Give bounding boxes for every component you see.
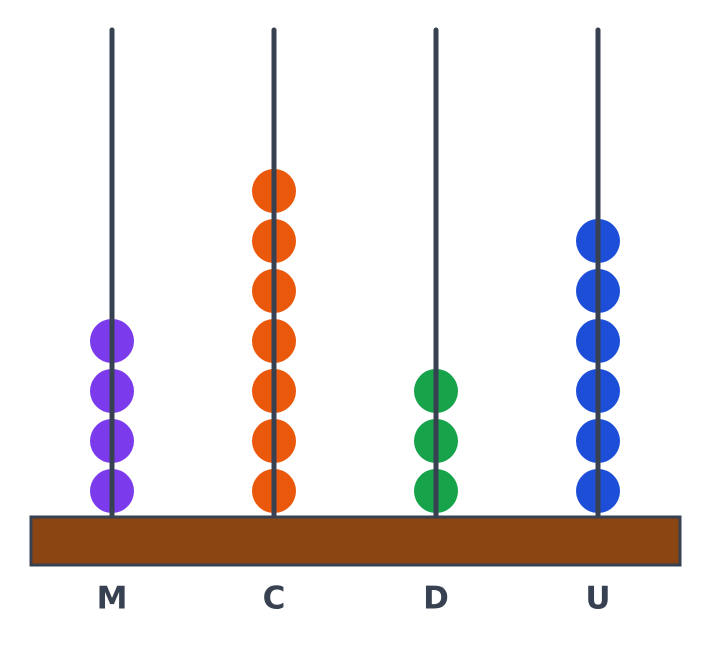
abacus-base	[29, 515, 682, 567]
rod-label: U	[585, 581, 610, 617]
rod-label: M	[97, 581, 128, 617]
rod-label: D	[423, 581, 449, 617]
rod-label: C	[263, 581, 286, 617]
